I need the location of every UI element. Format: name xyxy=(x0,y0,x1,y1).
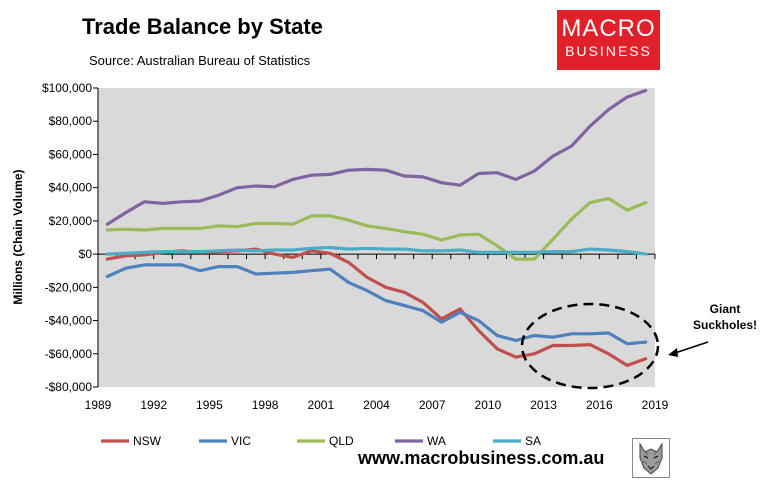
logo-line-2: BUSINESS xyxy=(565,43,652,59)
x-tick-label: 1998 xyxy=(252,398,279,412)
legend-label-sa: SA xyxy=(525,434,541,448)
series-line-wa xyxy=(105,88,648,226)
x-tick-label: 1992 xyxy=(140,398,167,412)
y-tick-label: $80,000 xyxy=(49,114,93,128)
highlight-ellipse xyxy=(520,302,660,390)
macrobusiness-logo: MACRO BUSINESS xyxy=(557,10,660,70)
y-tick-label: -$60,000 xyxy=(45,347,93,361)
legend-label-vic: VIC xyxy=(231,434,251,448)
annotation-line-1: Giant xyxy=(709,302,741,316)
annotation-text: Giant Suckholes! xyxy=(680,301,770,333)
legend: NSW VIC QLD WA SA xyxy=(101,434,541,448)
y-tick-label: $40,000 xyxy=(49,181,93,195)
y-tick-label: $60,000 xyxy=(49,147,93,161)
series-line-vic xyxy=(105,263,648,346)
website-url: www.macrobusiness.com.au xyxy=(358,448,605,468)
legend-label-nsw: NSW xyxy=(133,434,162,448)
legend-label-wa: WA xyxy=(427,434,446,448)
x-tick-label: 2004 xyxy=(363,398,390,412)
x-tick-label: 2013 xyxy=(530,398,557,412)
y-tick-label: -$40,000 xyxy=(45,314,93,328)
y-axis: $100,000 $80,000 $60,000 $40,000 $20,000 $0 -$… xyxy=(42,81,99,394)
legend-label-qld: QLD xyxy=(329,434,354,448)
x-tick-label: 2016 xyxy=(586,398,613,412)
x-tick-label: 2001 xyxy=(307,398,334,412)
series-lines xyxy=(105,88,648,367)
chart-source: Source: Australian Bureau of Statistics xyxy=(89,53,311,68)
wolf-logo-icon xyxy=(632,438,670,478)
x-tick-label: 2019 xyxy=(642,398,669,412)
series-line-sa xyxy=(105,245,648,256)
series-line-qld xyxy=(105,196,648,261)
y-tick-label: -$80,000 xyxy=(45,380,93,394)
plot-area xyxy=(98,88,655,387)
y-tick-label: -$20,000 xyxy=(45,280,93,294)
x-tick-label: 1995 xyxy=(196,398,223,412)
y-tick-label: $100,000 xyxy=(42,81,92,95)
x-tick-label: 1989 xyxy=(85,398,112,412)
logo-line-1: MACRO xyxy=(561,15,656,42)
annotation-line-2: Suckholes! xyxy=(692,318,758,332)
x-tick-label: 2010 xyxy=(475,398,502,412)
y-tick-label: $20,000 xyxy=(49,214,93,228)
chart-title: Trade Balance by State xyxy=(82,14,323,39)
y-axis-label: Millions (Chain Volume) xyxy=(11,169,25,304)
y-tick-label: $0 xyxy=(79,247,93,261)
x-axis: 1989 1992 1995 1998 2001 2004 2007 2010 2013 2016… xyxy=(85,253,669,412)
x-tick-label: 2007 xyxy=(419,398,446,412)
annotation-arrow xyxy=(668,341,709,357)
